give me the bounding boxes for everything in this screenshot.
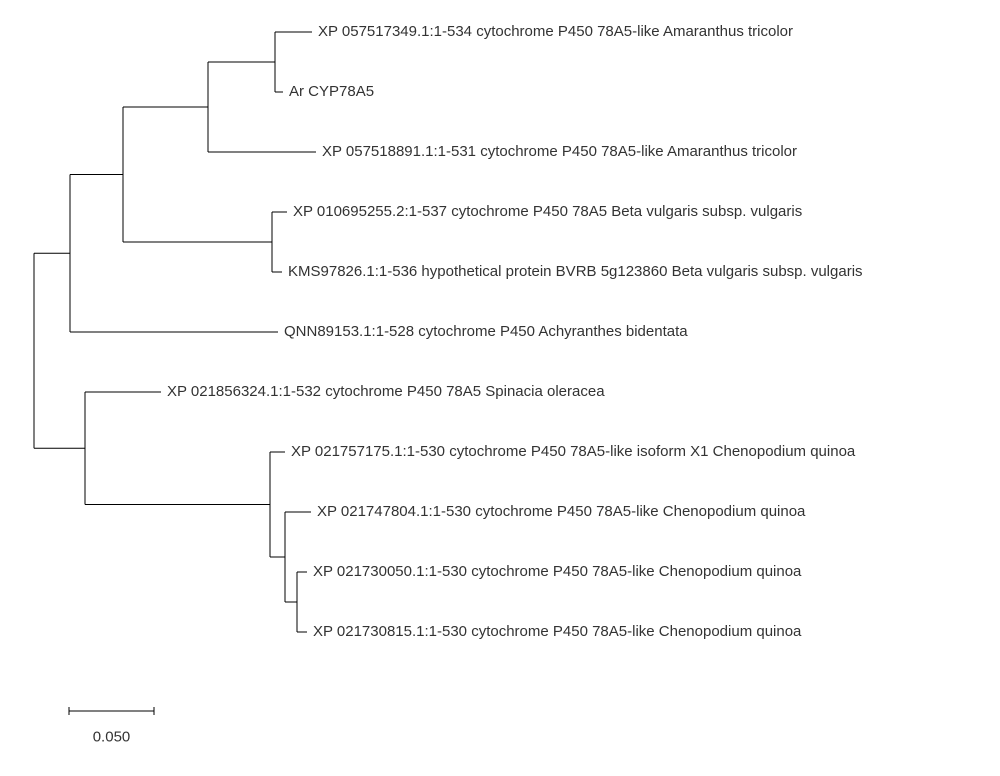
tip-label: XP 021730050.1:1-530 cytochrome P450 78A… — [313, 563, 802, 580]
tip-labels: XP 057517349.1:1-534 cytochrome P450 78A… — [167, 23, 863, 640]
tip-label: XP 021730815.1:1-530 cytochrome P450 78A… — [313, 623, 802, 640]
tip-label: XP 057518891.1:1-531 cytochrome P450 78A… — [322, 143, 797, 160]
scale-bar: 0.050 — [69, 707, 154, 745]
phylogenetic-tree: XP 057517349.1:1-534 cytochrome P450 78A… — [0, 0, 1000, 776]
tree-branches — [34, 32, 316, 632]
scale-bar-label: 0.050 — [93, 728, 131, 745]
tip-label: XP 057517349.1:1-534 cytochrome P450 78A… — [318, 23, 793, 40]
tip-label: XP 021757175.1:1-530 cytochrome P450 78A… — [291, 443, 856, 460]
tip-label: QNN89153.1:1-528 cytochrome P450 Achyran… — [284, 323, 688, 340]
tip-label: KMS97826.1:1-536 hypothetical protein BV… — [288, 263, 863, 280]
tip-label: XP 010695255.2:1-537 cytochrome P450 78A… — [293, 203, 802, 220]
tip-label: Ar CYP78A5 — [289, 83, 374, 100]
tip-label: XP 021747804.1:1-530 cytochrome P450 78A… — [317, 503, 806, 520]
tip-label: XP 021856324.1:1-532 cytochrome P450 78A… — [167, 383, 605, 400]
